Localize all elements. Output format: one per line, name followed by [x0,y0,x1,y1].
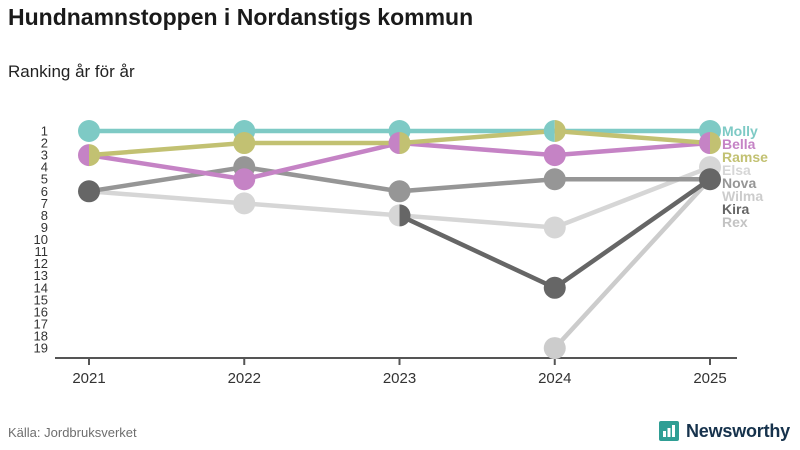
legend-label-kira: Kira [722,201,749,217]
page-title: Hundnamnstoppen i Nordanstigs kommun [8,4,474,30]
newsworthy-bar-chart-icon [658,421,679,441]
svg-text:3: 3 [41,148,48,163]
svg-text:9: 9 [41,220,48,235]
brand-name: Newsworthy [685,420,790,441]
svg-text:2: 2 [41,136,48,151]
chart-subtitle: Ranking år för år [8,62,135,81]
svg-text:18: 18 [34,329,48,344]
svg-text:10: 10 [34,232,48,247]
chart-footer: Källa: Jordbruksverket Newsworthy [0,414,800,442]
svg-text:17: 17 [34,316,48,331]
svg-text:2025: 2025 [693,370,726,387]
svg-text:19: 19 [34,341,48,356]
svg-text:2024: 2024 [538,370,571,387]
svg-text:5: 5 [41,172,48,187]
svg-text:6: 6 [41,184,48,199]
legend-label-ramse: Ramse [722,149,768,165]
svg-text:14: 14 [34,280,48,295]
svg-text:16: 16 [34,304,48,319]
legend-label-molly: Molly [722,123,758,139]
svg-text:13: 13 [34,268,48,283]
svg-text:7: 7 [41,196,48,211]
svg-text:12: 12 [34,256,48,271]
svg-text:2022: 2022 [228,370,261,387]
svg-text:15: 15 [34,292,48,307]
legend-label-rex: Rex [722,214,748,230]
newsworthy-logo: Newsworthy [658,420,790,442]
legend-label-nova: Nova [722,175,756,191]
legend-label-elsa: Elsa [722,162,751,178]
svg-text:2023: 2023 [383,370,416,387]
svg-text:4: 4 [41,160,48,175]
svg-text:2021: 2021 [72,370,105,387]
svg-text:11: 11 [35,244,49,259]
legend-label-bella: Bella [722,136,756,152]
svg-text:8: 8 [41,208,48,223]
legend-label-wilma: Wilma [722,188,763,204]
svg-text:1: 1 [41,124,48,139]
source-label: Källa: Jordbruksverket [8,425,137,440]
